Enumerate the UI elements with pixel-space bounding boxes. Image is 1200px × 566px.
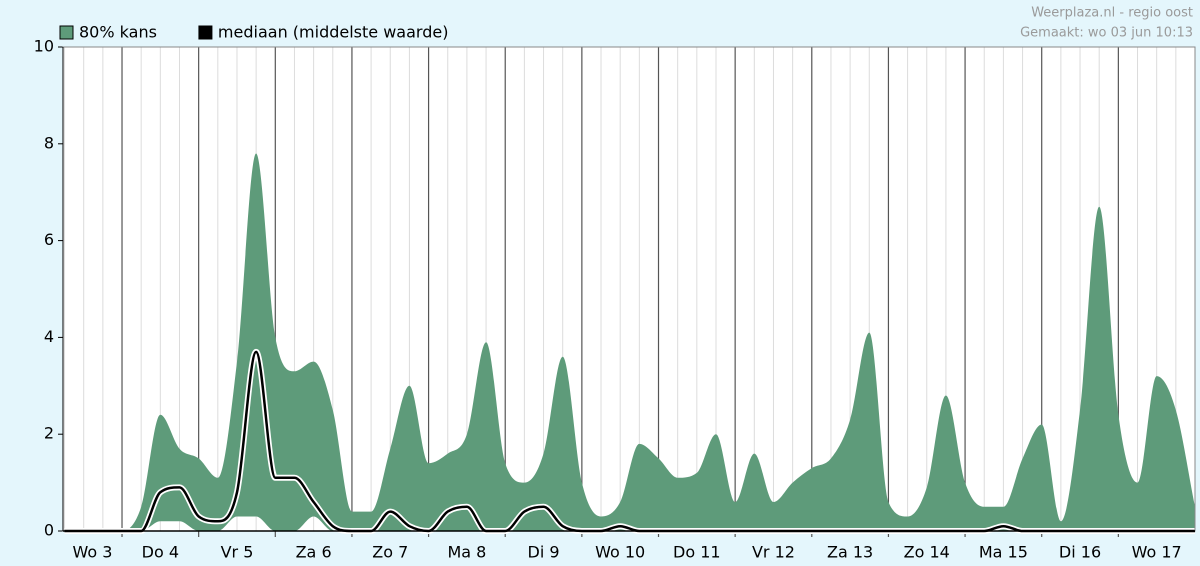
y-tick-label: 4	[44, 327, 54, 346]
legend-label: mediaan (middelste waarde)	[218, 23, 449, 42]
x-tick-label: Wo 3	[73, 543, 113, 562]
x-tick-label: Za 13	[827, 543, 873, 562]
legend-label: 80% kans	[79, 23, 157, 42]
band-area	[64, 153, 1195, 531]
x-tick-label: Wo 17	[1132, 543, 1182, 562]
x-tick-label: Do 4	[142, 543, 179, 562]
x-tick-label: Ma 8	[447, 543, 486, 562]
legend-swatch	[59, 25, 74, 40]
y-tick-label: 10	[34, 37, 54, 56]
created: Gemaakt: wo 03 jun 10:13	[1020, 26, 1193, 41]
axes: Wo 3 Do 4 Vr 5 Za 6 Zo 7 Ma 8 Di 9 Wo 10 Do 11 Vr…	[34, 37, 1196, 562]
x-tick-label: Di 9	[528, 543, 560, 562]
x-tick-label: Ma 15	[979, 543, 1028, 562]
x-tick-label: Do 11	[673, 543, 721, 562]
y-tick-label: 2	[44, 424, 54, 443]
y-tick-label: 8	[44, 133, 54, 152]
legend-swatch	[198, 25, 213, 40]
y-tick-label: 0	[44, 521, 54, 540]
source: Weerplaza.nl - regio oost	[1031, 6, 1193, 21]
x-tick-label: Di 16	[1059, 543, 1101, 562]
marks	[64, 153, 1195, 534]
x-tick-label: Vr 5	[221, 543, 254, 562]
x-tick-label: Wo 10	[595, 543, 645, 562]
x-tick-label: Zo 14	[904, 543, 950, 562]
x-tick-label: Vr 12	[752, 543, 795, 562]
x-tick-label: Za 6	[296, 543, 332, 562]
y-tick-label: 6	[44, 230, 54, 249]
median-line	[64, 350, 1195, 533]
x-tick-label: Zo 7	[372, 543, 408, 562]
